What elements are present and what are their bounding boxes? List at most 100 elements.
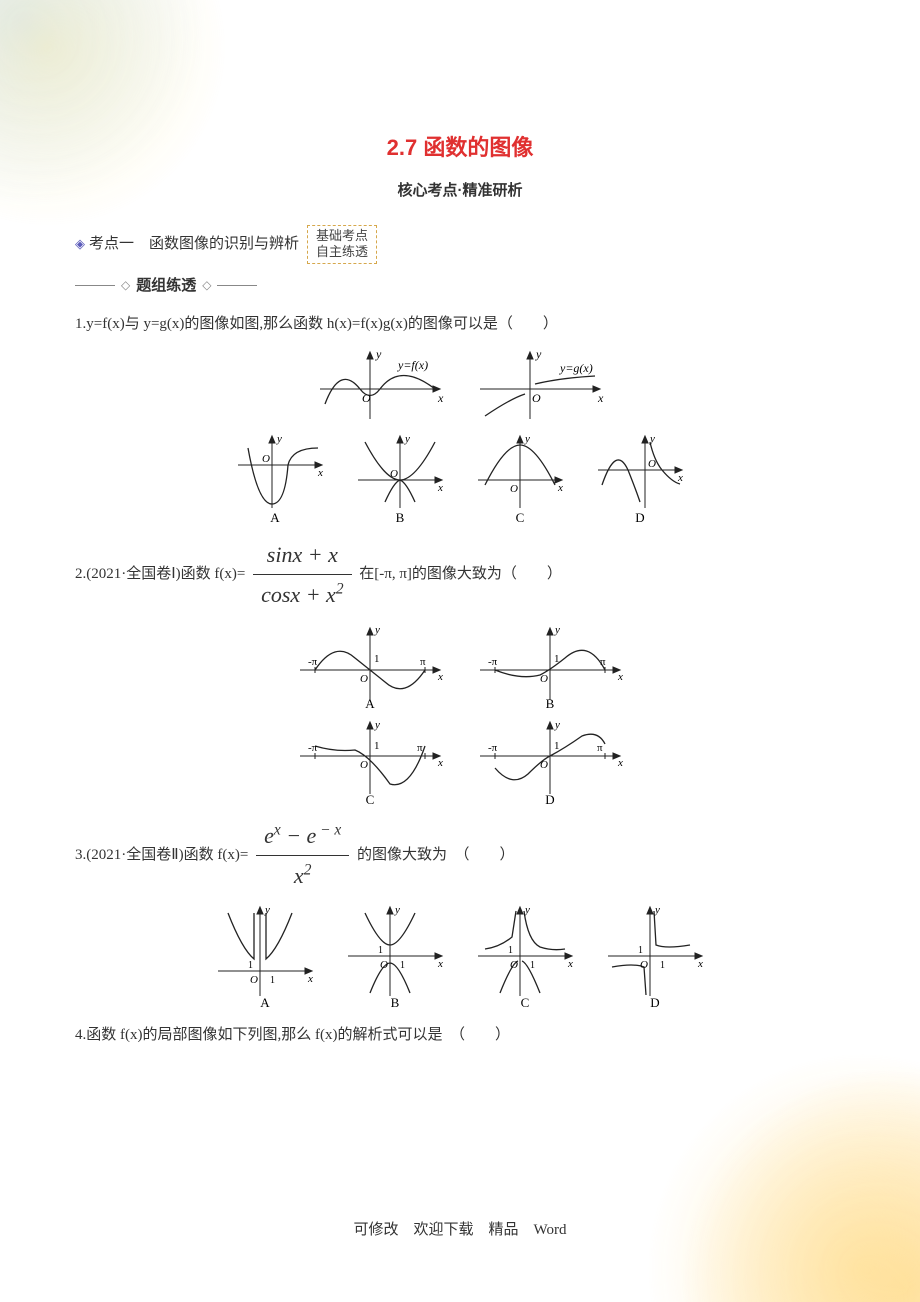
svg-text:O: O xyxy=(362,391,371,405)
q1-graph-gx: y x O y=g(x) xyxy=(470,344,610,424)
kaodian-1-yellowbox: 基础考点 自主练透 xyxy=(307,225,377,264)
svg-text:D: D xyxy=(635,510,644,525)
q2-option-b-graph: y x O 1 -π π B xyxy=(470,620,630,710)
q3-suffix: 的图像大致为 （ ） xyxy=(357,847,515,863)
diamond-icon: ◇ xyxy=(202,276,211,295)
q1-graph-fx: y x O y=f(x) xyxy=(310,344,450,424)
svg-text:-π: -π xyxy=(488,742,498,754)
svg-text:A: A xyxy=(365,696,375,710)
q3-option-d-graph: y x O 1 1 D xyxy=(600,901,710,1011)
svg-text:O: O xyxy=(380,959,388,971)
svg-text:1: 1 xyxy=(248,960,253,971)
q1-option-d-graph: y x O D xyxy=(590,430,690,525)
svg-text:O: O xyxy=(250,974,258,986)
svg-text:O: O xyxy=(360,759,368,771)
svg-text:1: 1 xyxy=(270,975,275,986)
svg-text:x: x xyxy=(617,757,623,769)
svg-text:x: x xyxy=(307,973,313,985)
svg-text:O: O xyxy=(540,673,548,685)
q3-option-c-graph: y x O 1 1 C xyxy=(470,901,580,1011)
q3-fraction: ex − e − x x2 xyxy=(256,818,349,893)
svg-text:y: y xyxy=(404,433,410,445)
svg-text:π: π xyxy=(417,742,423,754)
svg-text:x: x xyxy=(317,467,323,479)
q1-option-c-graph: y x O C xyxy=(470,430,570,525)
svg-text:O: O xyxy=(262,453,270,465)
svg-text:B: B xyxy=(391,995,400,1010)
question-2-figure: y x O 1 -π π A y x O 1 -π π B xyxy=(75,620,845,806)
svg-text:x: x xyxy=(697,958,703,970)
svg-text:1: 1 xyxy=(660,960,665,971)
q2-frac-num: sinx + x xyxy=(253,537,351,575)
svg-text:C: C xyxy=(516,510,525,525)
svg-text:x: x xyxy=(437,482,443,494)
question-4-text: 4.函数 f(x)的局部图像如下列图,那么 f(x)的解析式可以是 （ ） xyxy=(75,1023,845,1047)
question-2-text: 2.(2021·全国卷Ⅰ)函数 f(x)= sinx + x cosx + x2… xyxy=(75,537,845,612)
question-3-text: 3.(2021·全国卷Ⅱ)函数 f(x)= ex − e − x x2 的图像大… xyxy=(75,818,845,893)
svg-text:y: y xyxy=(654,904,660,916)
svg-text:y: y xyxy=(554,719,560,731)
q2-option-d-graph: y x O 1 -π π D xyxy=(470,716,630,806)
svg-text:D: D xyxy=(650,995,659,1010)
svg-text:1: 1 xyxy=(554,653,560,665)
page-subtitle: 核心考点·精准研析 xyxy=(75,179,845,203)
page-title: 2.7 函数的图像 xyxy=(75,130,845,165)
svg-text:D: D xyxy=(545,792,554,806)
q2-suffix: 在[-π, π]的图像大致为（ ） xyxy=(359,566,562,582)
svg-text:B: B xyxy=(546,696,555,710)
q1-option-a-graph: y x O A xyxy=(230,430,330,525)
svg-text:y: y xyxy=(375,347,382,361)
divider-line xyxy=(217,285,257,286)
svg-text:O: O xyxy=(648,458,656,470)
svg-text:x: x xyxy=(437,958,443,970)
q2-option-a-graph: y x O 1 -π π A xyxy=(290,620,450,710)
svg-text:1: 1 xyxy=(374,740,380,752)
svg-text:π: π xyxy=(597,742,603,754)
svg-text:-π: -π xyxy=(308,656,318,668)
svg-text:1: 1 xyxy=(508,945,513,956)
svg-text:1: 1 xyxy=(378,945,383,956)
q3-frac-den: x2 xyxy=(256,856,349,893)
svg-text:O: O xyxy=(510,483,518,495)
question-1-text: 1.y=f(x)与 y=g(x)的图像如图,那么函数 h(x)=f(x)g(x)… xyxy=(75,312,845,336)
divider-line xyxy=(75,285,115,286)
kaodian-1-label: 考点一 函数图像的识别与辨析 xyxy=(89,232,299,256)
svg-text:x: x xyxy=(437,671,443,683)
svg-text:1: 1 xyxy=(554,740,560,752)
svg-text:x: x xyxy=(437,757,443,769)
svg-text:y: y xyxy=(276,433,282,445)
svg-text:x: x xyxy=(567,958,573,970)
svg-text:1: 1 xyxy=(638,945,643,956)
diamond-bullet-icon: ◈ xyxy=(75,234,85,255)
svg-text:1: 1 xyxy=(400,960,405,971)
q2-option-c-graph: y x O 1 -π π C xyxy=(290,716,450,806)
q2-fraction: sinx + x cosx + x2 xyxy=(253,537,351,612)
svg-text:A: A xyxy=(261,995,271,1010)
q3-option-a-graph: y x O 1 1 A xyxy=(210,901,320,1011)
svg-text:O: O xyxy=(510,959,518,971)
svg-text:O: O xyxy=(360,673,368,685)
kaodian-1-row: ◈ 考点一 函数图像的识别与辨析 基础考点 自主练透 xyxy=(75,225,845,264)
svg-text:O: O xyxy=(540,759,548,771)
q2-frac-den: cosx + x2 xyxy=(253,575,351,612)
q3-option-b-graph: y x O 1 1 B xyxy=(340,901,450,1011)
svg-text:π: π xyxy=(420,656,426,668)
svg-text:y: y xyxy=(374,719,380,731)
svg-text:y=g(x): y=g(x) xyxy=(559,361,593,375)
svg-text:B: B xyxy=(396,510,405,525)
svg-text:y: y xyxy=(524,904,530,916)
svg-text:-π: -π xyxy=(308,742,318,754)
svg-text:y: y xyxy=(524,433,530,445)
diamond-icon: ◇ xyxy=(121,276,130,295)
svg-text:O: O xyxy=(532,391,541,405)
svg-text:x: x xyxy=(677,472,683,484)
svg-text:-π: -π xyxy=(488,656,498,668)
q3-prefix: 3.(2021·全国卷Ⅱ)函数 f(x)= xyxy=(75,847,248,863)
page-footer: 可修改 欢迎下载 精品 Word xyxy=(0,1218,920,1242)
svg-text:x: x xyxy=(597,391,604,405)
tizuliantou-label: 题组练透 xyxy=(136,274,196,298)
svg-text:π: π xyxy=(600,656,606,668)
svg-text:1: 1 xyxy=(530,960,535,971)
yellowbox-line2: 自主练透 xyxy=(316,244,368,259)
q3-frac-num: ex − e − x xyxy=(256,818,349,856)
